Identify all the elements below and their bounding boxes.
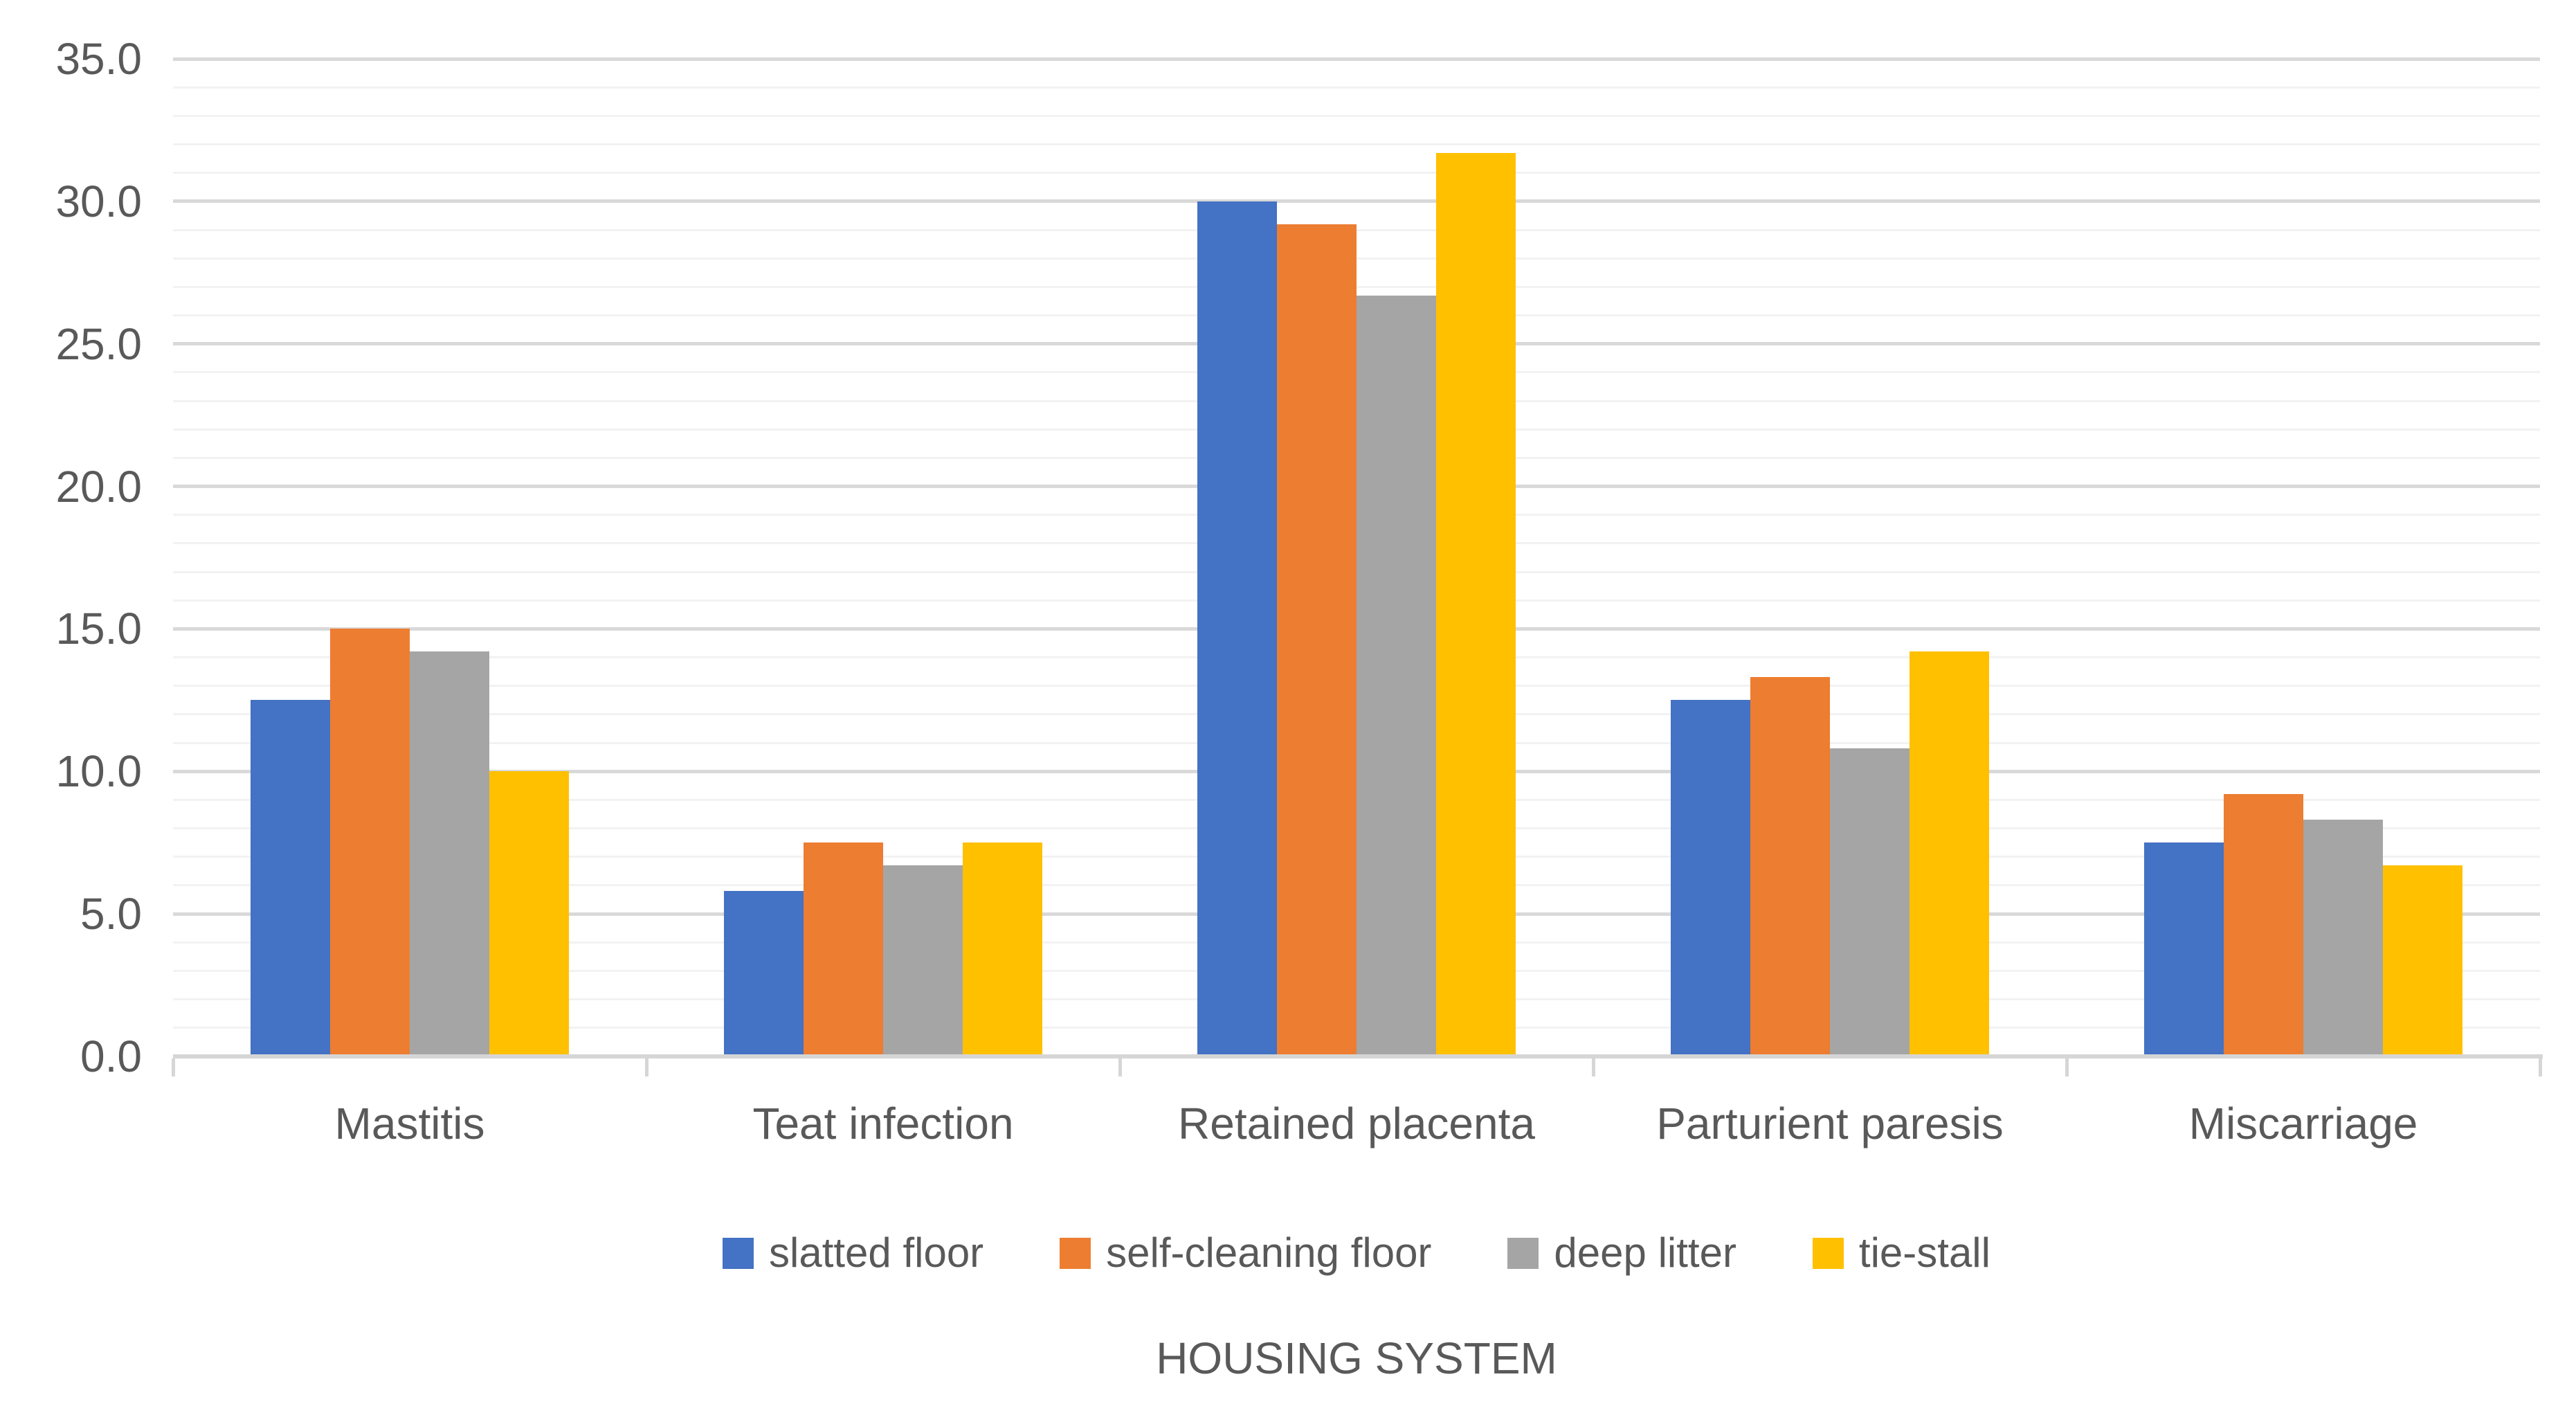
legend-label: self-cleaning floor [1106, 1229, 1432, 1276]
major-gridline [173, 199, 2540, 204]
y-tick-label: 35.0 [55, 34, 142, 84]
axis-tick-mark [1592, 1058, 1595, 1076]
minor-gridline [173, 172, 2540, 174]
bar [330, 629, 410, 1056]
bar [1830, 748, 1910, 1056]
minor-gridline [173, 257, 2540, 260]
bar [1436, 152, 1516, 1056]
x-axis-line [173, 1054, 2543, 1058]
bar-group [646, 59, 1120, 1056]
minor-gridline [173, 143, 2540, 145]
bar [1357, 295, 1436, 1056]
bar [1910, 651, 1989, 1056]
x-category-label: Parturient paresis [1656, 1099, 2004, 1148]
bar-group [173, 59, 646, 1056]
y-tick-label: 20.0 [55, 461, 142, 512]
legend-swatch-icon [723, 1237, 754, 1269]
axis-tick-mark [2539, 1058, 2542, 1076]
legend-item: tie-stall [1812, 1229, 1990, 1277]
minor-gridline [173, 86, 2540, 89]
axis-tick-mark [2065, 1058, 2069, 1076]
axis-tick-mark [645, 1058, 648, 1076]
major-gridline [173, 57, 2540, 61]
x-category-label: Mastitis [334, 1099, 485, 1148]
bar [883, 865, 963, 1056]
bar [2144, 842, 2224, 1056]
minor-gridline [173, 285, 2540, 288]
bar [410, 651, 489, 1056]
legend: slatted floor self-cleaning floor deep lit… [173, 1229, 2540, 1277]
minor-gridline [173, 114, 2540, 117]
x-axis-title: HOUSING SYSTEM [1156, 1333, 1557, 1383]
legend-swatch-icon [1812, 1237, 1844, 1269]
bar-group [2067, 59, 2540, 1056]
y-tick-label: 15.0 [55, 604, 142, 654]
bar [2224, 794, 2303, 1056]
plot-area [173, 57, 2540, 1056]
legend-label: slatted floor [769, 1229, 984, 1276]
axis-tick-mark [172, 1058, 175, 1076]
bar [1750, 677, 1830, 1056]
y-tick-label: 5.0 [80, 889, 142, 939]
legend-item: deep litter [1507, 1229, 1736, 1277]
x-category-label: Miscarriage [2188, 1099, 2418, 1148]
bar [963, 842, 1042, 1056]
x-category-label: Retained placenta [1178, 1099, 1535, 1148]
bar [251, 700, 330, 1056]
x-category-label: Teat infection [752, 1099, 1014, 1148]
legend-swatch-icon [1507, 1237, 1539, 1269]
y-tick-label: 25.0 [55, 318, 142, 369]
y-tick-label: 0.0 [80, 1031, 142, 1081]
legend-item: slatted floor [723, 1229, 983, 1277]
legend-swatch-icon [1060, 1237, 1091, 1269]
bar [2383, 865, 2462, 1056]
legend-label: deep litter [1554, 1229, 1736, 1276]
bar [804, 842, 883, 1056]
bar [1197, 201, 1277, 1056]
bar [1277, 224, 1357, 1056]
y-tick-label: 10.0 [55, 746, 142, 797]
bar [2303, 820, 2383, 1056]
axis-tick-mark [1118, 1058, 1122, 1076]
bar-group [1593, 59, 2067, 1056]
bar [1671, 700, 1750, 1056]
y-tick-label: 30.0 [55, 176, 142, 226]
legend-label: tie-stall [1858, 1229, 1990, 1276]
minor-gridline [173, 228, 2540, 231]
legend-item: self-cleaning floor [1060, 1229, 1431, 1277]
bar [489, 771, 569, 1056]
bar [724, 891, 804, 1056]
bar-group [1120, 59, 1593, 1056]
